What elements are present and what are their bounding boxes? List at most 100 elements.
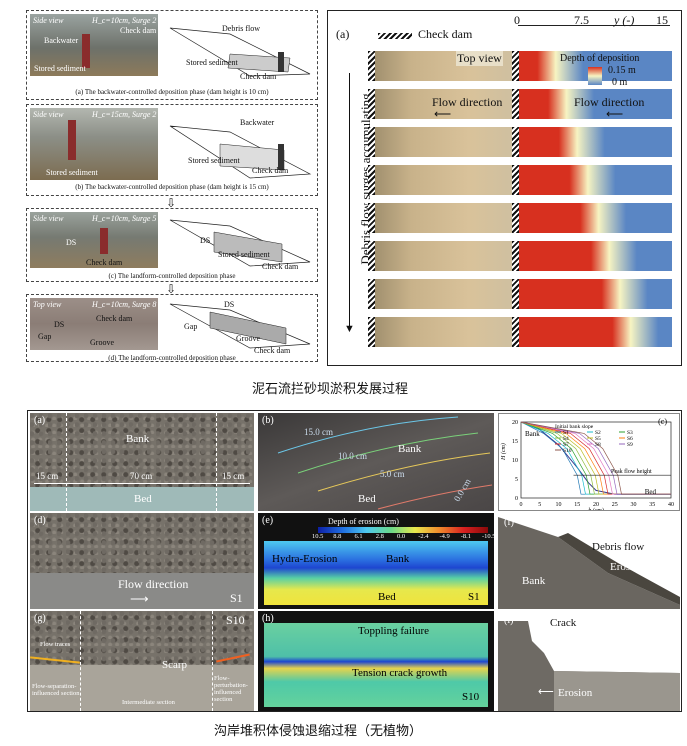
bottom-chinese-caption: 沟岸堆积体侵蚀退缩过程（无植物） [214, 724, 423, 739]
panel-c-box [26, 208, 318, 282]
scarp-label: Scarp [162, 659, 188, 671]
side-view-label: Side view [33, 110, 64, 119]
y-tick-label: 15 [512, 439, 518, 445]
check-dam-icon [368, 89, 375, 119]
erosion-map [264, 623, 488, 707]
y-tick-label: 0 [515, 496, 518, 502]
x-tick-label: 30 [631, 502, 637, 508]
diagram-a-sediment: Stored sediment [186, 58, 238, 67]
check-dam-icon [368, 203, 375, 233]
bank-label: Bank [386, 553, 410, 565]
check-dam-label: Check dam [96, 314, 133, 323]
depth-strip [519, 241, 672, 271]
panel-label: (f) [504, 517, 514, 528]
erosion-title: Depth of erosion (cm) [328, 517, 399, 526]
erosion-tick-label: 2.8 [375, 533, 384, 540]
x-tick-label: 15 [574, 502, 580, 508]
panel-g-photo: (g) S10 Flow traces Scarp Flow-separatio… [30, 611, 254, 711]
check-dam-icon [512, 317, 519, 347]
check-dam-icon [512, 241, 519, 271]
depth-strip [519, 127, 672, 157]
check-dam-icon [512, 165, 519, 195]
bed-label: Bed [378, 591, 396, 603]
photo-strip [368, 317, 512, 347]
depth-strip [519, 165, 672, 195]
dim-15-right: 15 cm [222, 471, 245, 481]
panel-a-photo: Side view H_c=10cm, Surge 2 Backwater Ch… [30, 14, 158, 76]
legend-label: S3 [627, 430, 633, 436]
down-arrow-icon: ⇩ [166, 196, 177, 210]
panel-c-photo: Side view H_c=10cm, Surge 5 DS Check dam [30, 212, 158, 268]
ds-label: DS [54, 320, 65, 329]
check-dam-label: Check dam [120, 26, 157, 35]
panel-e-map: (e) Depth of erosion (cm) 10.5 8.8 6.1 2.8 0… [258, 513, 494, 609]
photo-strip [368, 241, 512, 271]
panel-label: (i) [504, 615, 514, 626]
peak-flow-label: Peak flow height [611, 468, 652, 475]
check-dam-icon [512, 89, 519, 119]
series-line [520, 421, 671, 495]
surge-label: S10 [226, 613, 245, 627]
depth-max: 0.15 m [608, 65, 636, 76]
hydra-erosion-label: Hydra-Erosion [272, 553, 338, 565]
down-arrow-line [349, 73, 350, 329]
diagram-c-sediment: Stored sediment [218, 250, 270, 259]
y-tick-label: 5 [515, 477, 518, 483]
diagram-a-dam: Check dam [240, 72, 277, 81]
depth-strip [519, 279, 672, 309]
tick-0: 0 [514, 13, 520, 27]
params-label: H_c=15cm, Surge 2 [92, 110, 157, 119]
panel-a-diagram [169, 27, 311, 77]
panel-b-caption: (b) The backwater-controlled deposition … [75, 183, 269, 191]
top-chinese-caption: 泥石流拦砂坝淤积发展过程 [252, 382, 409, 397]
y-tick-label: 20 [512, 420, 518, 426]
check-dam-icon [512, 51, 519, 81]
erosion-tick-label: -4.9 [439, 533, 450, 540]
side-view-label: Side view [33, 214, 64, 223]
panel-label: (c) [658, 417, 667, 426]
tick-15: 15 [656, 13, 668, 27]
flow-arrow-right: ⟵ [606, 107, 624, 121]
params-label: H_c=10cm, Surge 5 [92, 214, 157, 223]
erosion-tick-label: -10.5 [482, 533, 494, 540]
panel-a-bank-photo: (a) Bank Bed 15 cm 70 cm 15 cm [30, 413, 254, 511]
top-right-panel: (a) Check dam 0 7.5 y (-) 15 Debris flow… [327, 10, 682, 366]
panel-label: (e) [262, 515, 274, 526]
panel-c-diagram [169, 219, 311, 267]
legend-label: S1 [563, 430, 569, 436]
erosion-arrow-icon: ⟵ [538, 686, 554, 698]
depth-strip [519, 317, 672, 347]
panel-a-caption: (a) The backwater-controlled deposition … [75, 88, 269, 96]
bed-label: Bed [134, 493, 152, 505]
flow-direction-right: Flow direction [574, 95, 645, 109]
x-tick-label: 40 [668, 502, 674, 508]
panel-i-photo: (i) Crack Erosion ⟵ [498, 611, 680, 711]
panel-b-diagram [169, 125, 312, 179]
depth-colorbar [588, 67, 602, 85]
x-tick-label: 25 [612, 502, 618, 508]
dim-line [34, 483, 250, 484]
chart-frame [520, 421, 672, 499]
flow-arrow-icon: ⟶ [130, 591, 149, 606]
check-dam-icon [368, 279, 375, 309]
panel-d-box [26, 294, 318, 362]
check-dam [100, 228, 108, 254]
panel-a-box [26, 10, 318, 100]
surge-label: S1 [230, 591, 243, 605]
legend-initial: Initial bank slope [555, 424, 594, 430]
section-line [66, 413, 67, 511]
dim-70: 70 cm [130, 471, 153, 481]
diagram-b-sediment: Stored sediment [188, 156, 240, 165]
section-line [80, 611, 81, 711]
flow-traces-label: Flow traces [40, 641, 71, 648]
check-dam [82, 34, 90, 68]
top-view-label: Top view [33, 300, 62, 309]
bed-label: Bed [645, 488, 657, 496]
bank-label: Bank [522, 575, 546, 587]
diagram-b-dam: Check dam [252, 166, 289, 175]
legend-label: S10 [563, 448, 572, 454]
check-dam [68, 120, 76, 160]
surge-strip [368, 203, 672, 233]
groove-label: Groove [90, 338, 114, 347]
panel-label: (d) [34, 515, 46, 526]
